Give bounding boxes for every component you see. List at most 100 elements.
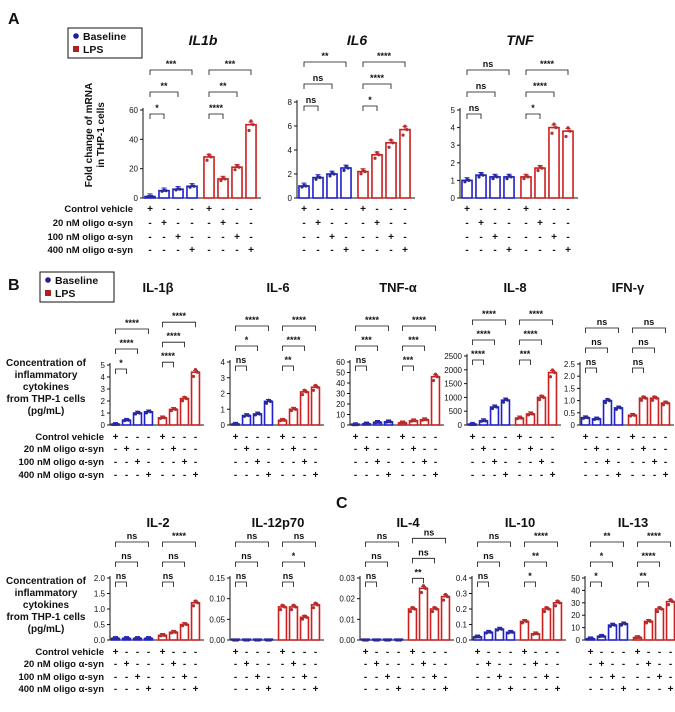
treatment-sign: - (190, 218, 193, 229)
data-point (173, 630, 178, 634)
treatment-sign: + (160, 432, 166, 443)
legend-baseline-label: Baseline (55, 275, 98, 287)
data-point (555, 599, 560, 603)
treatment-sign: + (657, 672, 663, 683)
bar (461, 179, 473, 199)
treatment-sign: - (330, 204, 333, 215)
treatment-sign: + (506, 245, 512, 256)
treatment-sign: - (194, 457, 197, 468)
treatment-sign: - (636, 659, 639, 670)
treatment-sign: - (162, 245, 165, 256)
y-tick-label: 1 (221, 405, 226, 414)
treatment-sign: - (479, 245, 482, 256)
treatment-label: 100 nM oligo α-syn (47, 232, 133, 243)
treatment-sign: - (465, 218, 468, 229)
y-tick-label: 0.15 (209, 574, 225, 583)
y-tick-label: 2 (451, 159, 456, 168)
treatment-sign: - (669, 659, 672, 670)
treatment-sign: - (434, 432, 437, 443)
treatment-sign: - (256, 432, 259, 443)
data-point (398, 638, 403, 642)
treatment-sign: - (509, 672, 512, 683)
data-point (366, 422, 371, 426)
treatment-sign: + (124, 659, 130, 670)
treatment-sign: - (148, 218, 151, 229)
treatment-sign: - (256, 647, 259, 658)
treatment-sign: - (498, 684, 501, 695)
treatment-sign: - (479, 204, 482, 215)
data-point (375, 151, 379, 155)
treatment-sign: - (256, 470, 259, 481)
y-tick-label: 0.1 (456, 621, 468, 630)
treatment-sign: - (176, 245, 179, 256)
y-tick-label: 0 (571, 421, 576, 430)
significance-bracket (235, 541, 269, 547)
treatment-sign: - (375, 684, 378, 695)
data-point (162, 416, 167, 420)
treatment-sign: - (509, 647, 512, 658)
treatment-label: 20 nM oligo α-syn (24, 659, 104, 670)
treatment-sign: - (589, 659, 592, 670)
significance-label: ns (483, 551, 494, 561)
treatment-sign: - (147, 432, 150, 443)
data-point (405, 128, 409, 132)
data-point (408, 609, 413, 614)
treatment-sign: - (433, 647, 436, 658)
significance-label: ns (469, 103, 480, 113)
significance-label: **** (166, 331, 181, 341)
treatment-sign: - (518, 470, 521, 481)
y-tick-label: 0.10 (209, 595, 225, 604)
treatment-sign: - (375, 647, 378, 658)
treatment-sign: - (114, 659, 117, 670)
data-point (268, 638, 273, 642)
significance-label: *** (166, 59, 177, 69)
treatment-sign: + (517, 432, 523, 443)
data-point (661, 403, 666, 407)
treatment-sign: - (303, 470, 306, 481)
treatment-sign: + (443, 684, 449, 695)
significance-bracket (162, 321, 196, 328)
treatment-sign: - (664, 432, 667, 443)
chart-title: TNF-α (379, 280, 417, 295)
data-point (293, 407, 298, 411)
significance-label: * (119, 358, 123, 368)
treatment-label: 400 nM oligo α-syn (18, 470, 104, 481)
treatment-sign: - (234, 457, 237, 468)
data-point (501, 400, 506, 404)
data-point (402, 421, 407, 425)
treatment-sign: - (314, 457, 317, 468)
data-point (413, 419, 418, 423)
treatment-sign: - (267, 432, 270, 443)
treatment-sign: - (471, 470, 474, 481)
treatment-sign: + (363, 647, 369, 658)
treatment-sign: - (600, 684, 603, 695)
treatment-sign: + (486, 659, 492, 670)
y-tick-label: 8 (288, 98, 293, 107)
treatment-sign: - (147, 659, 150, 670)
data-point (315, 385, 320, 389)
data-point (377, 420, 382, 424)
treatment-sign: - (114, 470, 117, 481)
treatment-sign: - (136, 432, 139, 443)
treatment-sign: + (124, 444, 130, 455)
treatment-sign: + (315, 218, 321, 229)
legend-lps-label: LPS (83, 44, 103, 56)
data-point (537, 398, 542, 402)
treatment-sign: - (622, 647, 625, 658)
ylabel-line: cytokines (23, 382, 70, 393)
significance-label: **** (523, 329, 538, 339)
data-point (115, 636, 120, 641)
treatment-sign: - (540, 470, 543, 481)
treatment-sign: - (183, 684, 186, 695)
treatment-sign: - (595, 457, 598, 468)
treatment-sign: - (584, 444, 587, 455)
data-point (540, 166, 544, 170)
data-point (387, 638, 392, 642)
data-point (235, 422, 240, 426)
treatment-sign: - (245, 470, 248, 481)
significance-label: * (245, 335, 249, 345)
data-point (650, 398, 655, 402)
